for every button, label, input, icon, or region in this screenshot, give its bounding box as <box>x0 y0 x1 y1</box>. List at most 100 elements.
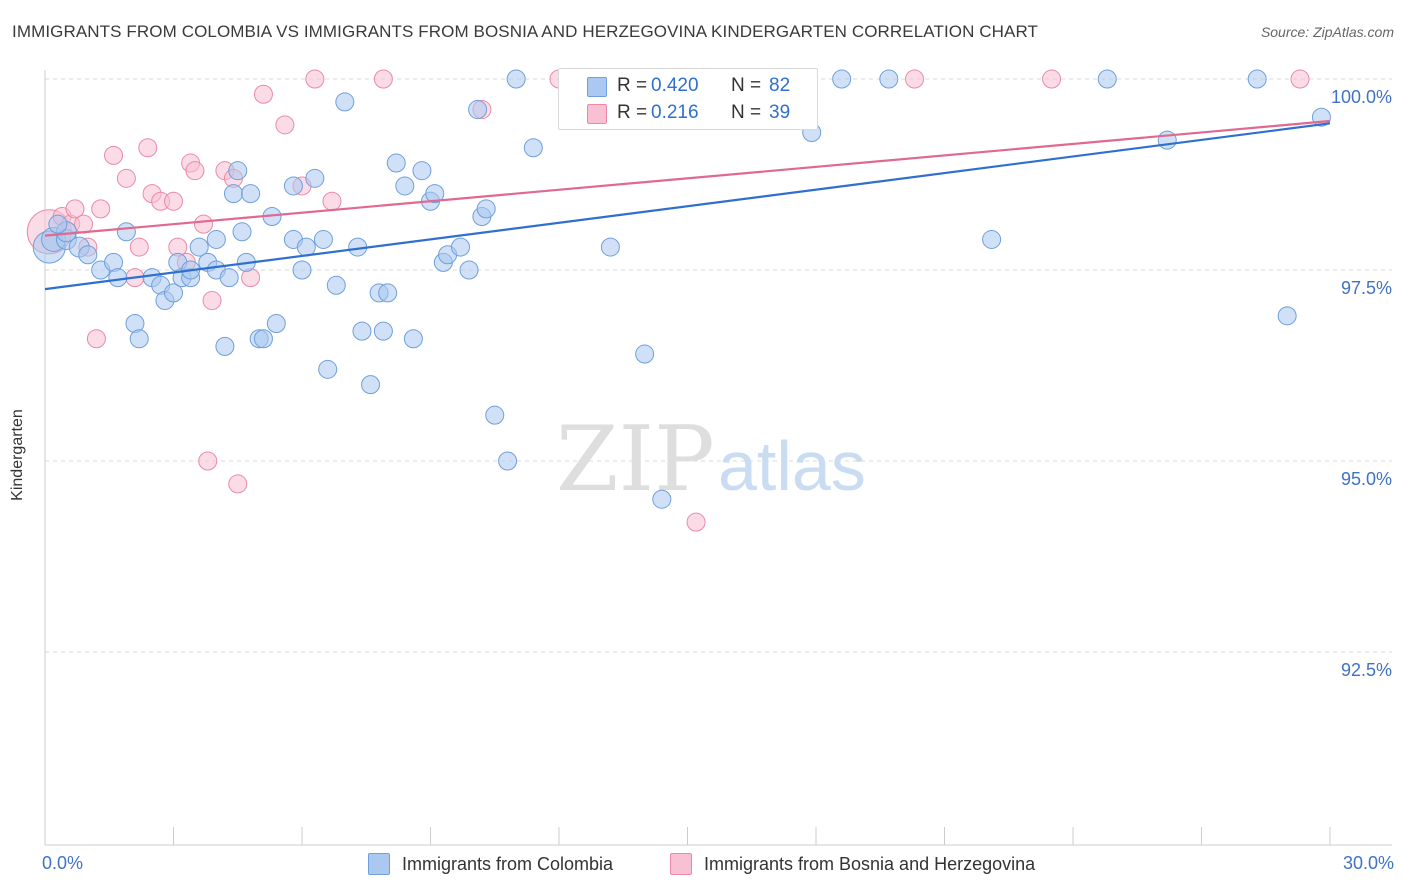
colombia-point-26 <box>223 184 243 204</box>
legend-swatch-bosnia <box>587 104 607 124</box>
y-tick-label-1: 95.0% <box>1341 469 1392 489</box>
y-tick-label-3: 100.0% <box>1331 87 1392 107</box>
legend-n-label: N = <box>731 75 762 96</box>
colombia-point-68 <box>635 344 655 364</box>
colombia-point-20 <box>189 237 209 257</box>
bosnia-point-21 <box>198 451 218 471</box>
colombia-point-38 <box>296 237 316 257</box>
colombia-point-15 <box>164 283 183 303</box>
colombia-point-42 <box>326 275 346 295</box>
bosnia-point-37 <box>1042 69 1062 89</box>
x-tick-label-min: 0.0% <box>42 853 83 873</box>
colombia-trend-line <box>44 122 1331 291</box>
colombia-point-65 <box>506 69 526 89</box>
colombia-point-60 <box>468 100 488 120</box>
colombia-point-67 <box>600 237 620 257</box>
colombia-point-39 <box>305 168 325 188</box>
gridlines <box>45 78 1392 653</box>
colombia-point-73 <box>832 69 852 89</box>
bottom-legend-bosnia: Immigrants from Bosnia and Herzegovina <box>670 852 1035 876</box>
axes <box>44 70 1392 846</box>
colombia-point-59 <box>459 260 479 280</box>
colombia-point-48 <box>373 321 393 341</box>
bosnia-point-19 <box>185 161 205 181</box>
bosnia-point-11 <box>129 237 149 257</box>
tick-labels: 92.5% 95.0% 97.5% 100.0% 0.0% 30.0% <box>42 87 1394 873</box>
x-tick-label-max: 30.0% <box>1343 853 1394 873</box>
y-tick-label-2: 97.5% <box>1341 278 1392 298</box>
bosnia-trend-line <box>44 119 1331 237</box>
colombia-point-66 <box>523 138 543 158</box>
watermark-zip: ZIP <box>556 407 715 512</box>
colombia-point-30 <box>241 184 261 204</box>
colombia-point-24 <box>215 336 235 356</box>
legend-n-label: N = <box>731 102 762 123</box>
bosnia-point-38 <box>1290 69 1310 89</box>
bosnia-point-9 <box>116 168 136 188</box>
colombia-point-37 <box>292 260 312 280</box>
legend-swatch-colombia <box>587 77 607 97</box>
bosnia-point-8 <box>104 145 124 165</box>
bosnia-point-30 <box>305 69 325 89</box>
colombia-point-41 <box>318 359 338 379</box>
trend-lines <box>44 119 1331 291</box>
bosnia-point-20 <box>193 214 213 234</box>
bosnia-point-31 <box>322 191 342 211</box>
bosnia-point-4 <box>74 214 94 234</box>
legend-r-value-bosnia: 0.216 <box>651 102 699 123</box>
watermark: ZIP atlas <box>556 407 866 512</box>
colombia-point-32 <box>253 329 273 349</box>
chart-title: IMMIGRANTS FROM COLOMBIA VS IMMIGRANTS F… <box>12 22 1039 41</box>
bottom-legend-colombia: Immigrants from Colombia <box>368 852 613 876</box>
colombia-point-40 <box>313 229 333 249</box>
colombia-point-51 <box>395 176 415 196</box>
colombia-point-11 <box>129 329 149 349</box>
legend-n-value-colombia: 82 <box>769 75 791 96</box>
colombia-point-63 <box>485 405 505 425</box>
colombia-point-50 <box>386 153 406 173</box>
stats-legend: R = 0.420 N = 82 R = 0.216 N = 39 <box>558 68 818 130</box>
colombia-point-9 <box>116 222 136 242</box>
colombia-point-46 <box>361 375 381 395</box>
watermark-atlas: atlas <box>718 427 866 505</box>
bottom-legend-swatch-colombia <box>368 853 390 875</box>
colombia-point-25 <box>219 268 239 288</box>
colombia-point-78 <box>1247 69 1267 89</box>
colombia-point-77 <box>1157 130 1177 150</box>
legend-n-value-bosnia: 39 <box>769 102 791 123</box>
bosnia-point-6 <box>86 329 106 349</box>
colombia-point-62 <box>476 199 496 219</box>
colombia-point-52 <box>403 329 423 349</box>
bosnia-point-12 <box>138 138 158 158</box>
colombia-point-64 <box>498 451 518 471</box>
colombia-point-79 <box>1277 306 1297 326</box>
bosnia-point-3 <box>65 199 85 219</box>
bottom-legend-swatch-bosnia <box>670 853 692 875</box>
colombia-point-22 <box>206 229 226 249</box>
bottom-legend-label-bosnia: Immigrants from Bosnia and Herzegovina <box>704 853 1036 874</box>
y-tick-label-0: 92.5% <box>1341 660 1392 680</box>
bosnia-point-22 <box>202 291 222 311</box>
colombia-point-55 <box>425 184 445 204</box>
colombia-point-45 <box>352 321 372 341</box>
bosnia-point-36 <box>905 69 925 89</box>
y-axis-title: Kindergarten <box>9 409 26 501</box>
colombia-point-35 <box>283 176 303 196</box>
colombia-point-69 <box>652 489 672 509</box>
colombia-point-76 <box>1097 69 1117 89</box>
legend-r-label: R = <box>617 102 648 123</box>
colombia-point-53 <box>412 161 432 181</box>
colombia-point-8 <box>108 268 128 288</box>
colombia-point-43 <box>335 92 355 112</box>
colombia-point-74 <box>879 69 899 89</box>
bosnia-point-25 <box>228 474 248 494</box>
bosnia-point-32 <box>373 69 393 89</box>
colombia-point-27 <box>228 161 248 181</box>
colombia-point-34 <box>266 313 286 333</box>
legend-r-value-colombia: 0.420 <box>651 75 699 96</box>
bosnia-point-28 <box>275 115 295 135</box>
bosnia-point-27 <box>253 84 273 104</box>
colombia-point-5 <box>78 245 98 265</box>
source-credit: Source: ZipAtlas.com <box>1260 24 1394 40</box>
